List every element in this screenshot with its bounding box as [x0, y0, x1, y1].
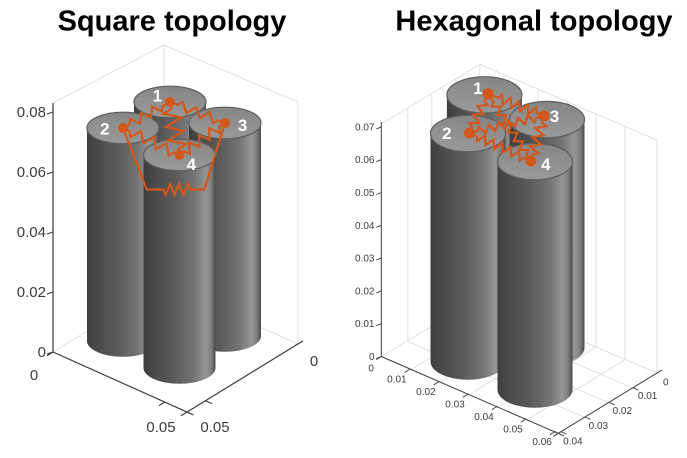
svg-text:4: 4	[187, 155, 197, 174]
svg-text:0.04: 0.04	[355, 221, 375, 232]
svg-text:0.05: 0.05	[355, 188, 375, 199]
svg-text:0.05: 0.05	[200, 419, 229, 436]
svg-text:2: 2	[442, 124, 451, 143]
svg-text:0: 0	[30, 367, 38, 384]
svg-text:0.02: 0.02	[613, 406, 633, 417]
svg-text:0.06: 0.06	[532, 437, 552, 448]
svg-text:0.01: 0.01	[387, 375, 407, 386]
svg-text:4: 4	[541, 155, 551, 174]
svg-text:3: 3	[550, 107, 559, 126]
svg-text:0.03: 0.03	[445, 399, 465, 410]
svg-text:Hexagonal topology: Hexagonal topology	[395, 5, 672, 37]
svg-text:0.04: 0.04	[474, 412, 494, 423]
svg-text:0.02: 0.02	[355, 286, 375, 297]
svg-text:1: 1	[153, 86, 162, 105]
svg-text:0: 0	[310, 353, 318, 370]
svg-text:0.02: 0.02	[416, 387, 436, 398]
svg-text:0.02: 0.02	[17, 284, 46, 301]
svg-text:Square topology: Square topology	[58, 6, 287, 38]
svg-text:0.03: 0.03	[355, 254, 375, 265]
svg-text:0: 0	[663, 378, 669, 389]
svg-text:0.01: 0.01	[638, 391, 658, 402]
svg-text:0.05: 0.05	[146, 419, 175, 436]
svg-text:0: 0	[38, 344, 46, 361]
svg-text:0: 0	[369, 352, 375, 363]
svg-text:1: 1	[473, 79, 482, 98]
svg-text:3: 3	[238, 116, 247, 135]
svg-text:0.01: 0.01	[355, 319, 375, 330]
svg-text:0.04: 0.04	[563, 436, 583, 447]
svg-text:0.06: 0.06	[355, 155, 375, 166]
svg-text:0.04: 0.04	[17, 224, 46, 241]
svg-text:0.07: 0.07	[355, 122, 375, 133]
svg-text:0: 0	[368, 364, 374, 375]
svg-text:2: 2	[100, 119, 109, 138]
svg-text:0.05: 0.05	[503, 424, 523, 435]
svg-text:0.03: 0.03	[589, 421, 609, 432]
svg-text:0.08: 0.08	[17, 104, 46, 121]
svg-text:0.06: 0.06	[17, 164, 46, 181]
